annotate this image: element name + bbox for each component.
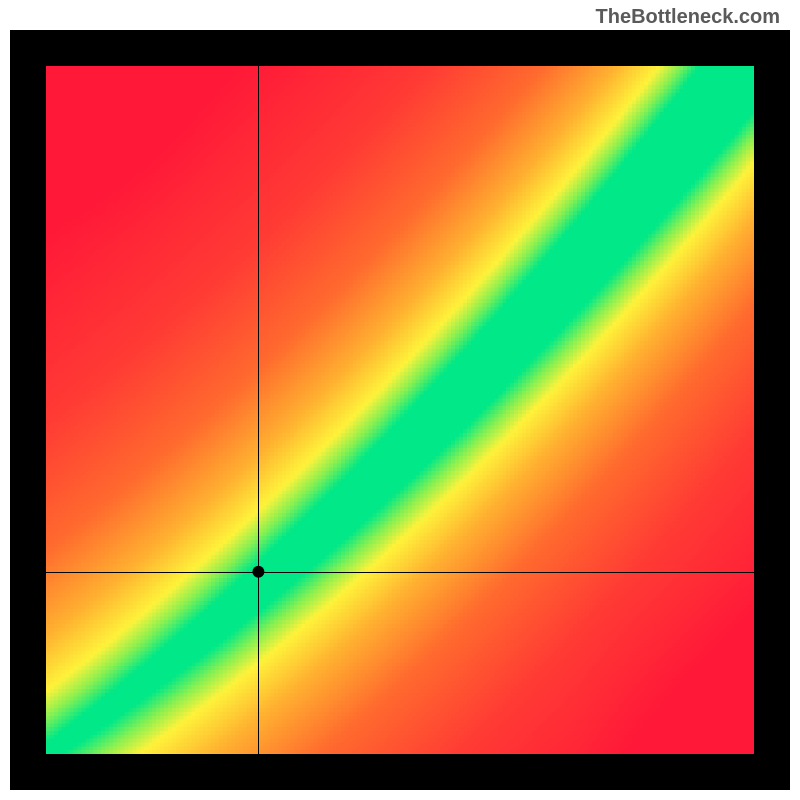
watermark-text: TheBottleneck.com (596, 6, 780, 29)
chart-area (46, 66, 754, 754)
overlay-canvas (46, 66, 754, 754)
